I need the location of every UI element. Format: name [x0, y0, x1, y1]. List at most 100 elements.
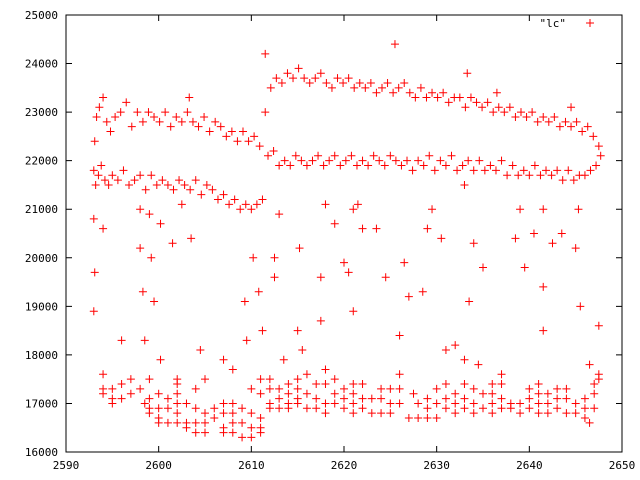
data-point	[519, 166, 528, 175]
data-point	[522, 112, 531, 121]
data-point	[330, 399, 339, 408]
data-point	[163, 180, 172, 189]
data-point	[200, 112, 209, 121]
data-point	[270, 273, 279, 282]
data-point	[432, 384, 441, 393]
data-point	[277, 78, 286, 87]
data-point	[436, 156, 445, 165]
data-point	[592, 161, 601, 170]
data-point	[258, 326, 267, 335]
data-point	[583, 122, 592, 131]
data-point	[469, 166, 478, 175]
data-point	[441, 380, 450, 389]
data-point	[138, 287, 147, 296]
data-point	[534, 399, 543, 408]
data-point	[150, 297, 159, 306]
y-tick-label: 18000	[25, 349, 58, 362]
data-point	[451, 389, 460, 398]
data-point	[208, 185, 217, 194]
data-point	[182, 399, 191, 408]
data-point	[516, 409, 525, 418]
data-point	[539, 282, 548, 291]
data-point	[90, 137, 99, 146]
data-point	[133, 108, 142, 117]
data-point	[261, 108, 270, 117]
data-point	[196, 346, 205, 355]
y-tick-label: 17000	[25, 397, 58, 410]
data-point	[383, 78, 392, 87]
data-point	[364, 161, 373, 170]
data-point	[106, 127, 115, 136]
data-point	[455, 93, 464, 102]
data-point	[539, 205, 548, 214]
data-point	[414, 156, 423, 165]
data-point	[249, 253, 258, 262]
data-point	[333, 74, 342, 83]
data-point	[154, 389, 163, 398]
data-point	[242, 336, 251, 345]
data-point	[340, 394, 348, 403]
data-point	[578, 127, 587, 136]
data-point	[330, 151, 339, 160]
data-point	[293, 384, 302, 393]
data-point	[177, 200, 186, 209]
y-axis: 16000 17000 18000 19000 20000 21000 22000 23000…	[25, 9, 622, 459]
data-point	[233, 137, 242, 146]
data-point	[219, 428, 228, 437]
data-point	[173, 418, 182, 427]
data-point	[126, 389, 135, 398]
data-point	[479, 389, 487, 398]
data-point	[408, 166, 417, 175]
data-point	[580, 414, 589, 423]
data-point	[372, 224, 381, 233]
data-point	[534, 380, 543, 389]
data-point	[451, 341, 460, 350]
data-point	[291, 151, 300, 160]
data-point	[594, 370, 603, 379]
data-point	[336, 161, 345, 170]
data-point	[173, 380, 182, 389]
data-point	[168, 239, 177, 248]
data-point	[569, 176, 578, 185]
data-point	[488, 399, 497, 408]
data-point	[188, 117, 197, 126]
data-point	[514, 171, 523, 180]
data-point	[173, 389, 182, 398]
data-point	[340, 258, 348, 267]
data-point	[177, 117, 186, 126]
data-point	[117, 336, 126, 345]
data-point	[289, 74, 298, 83]
data-point	[508, 161, 517, 170]
data-point	[553, 166, 562, 175]
data-point	[400, 258, 409, 267]
data-point	[478, 103, 487, 112]
data-point	[136, 205, 145, 214]
data-point	[530, 161, 539, 170]
data-point	[152, 180, 161, 189]
data-point	[367, 394, 376, 403]
data-point	[117, 380, 126, 389]
data-point	[451, 399, 460, 408]
data-point	[525, 171, 534, 180]
data-point	[314, 151, 323, 160]
data-point	[489, 108, 498, 117]
data-point	[238, 418, 247, 427]
data-point	[349, 307, 358, 316]
data-point	[156, 219, 165, 228]
data-point	[529, 229, 538, 238]
data-point	[275, 384, 284, 393]
data-point	[386, 151, 395, 160]
data-point	[386, 384, 395, 393]
data-point	[516, 399, 525, 408]
data-point	[539, 112, 548, 121]
data-point	[349, 205, 358, 214]
data-point	[312, 394, 321, 403]
data-point	[339, 78, 348, 87]
data-point	[293, 399, 302, 408]
data-point	[211, 117, 220, 126]
data-point	[585, 418, 594, 427]
data-point	[358, 224, 367, 233]
data-point	[423, 394, 432, 403]
y-tick-label: 24000	[25, 58, 58, 71]
data-point	[585, 360, 594, 369]
